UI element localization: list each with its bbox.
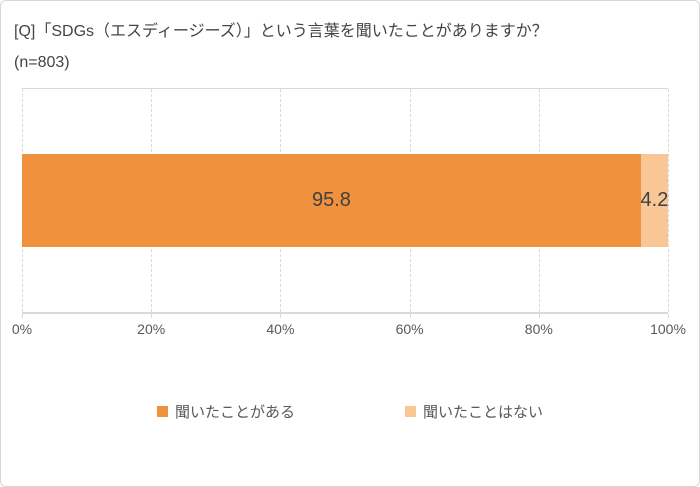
legend-swatch-heard-icon bbox=[156, 406, 168, 417]
legend-label-heard: 聞いたことがある bbox=[174, 404, 295, 421]
legend-item-not-heard: 聞いたことはない bbox=[405, 401, 543, 422]
bar-segment-not-heard bbox=[640, 154, 668, 247]
axis-tick bbox=[668, 314, 669, 318]
x-tick-label: 100% bbox=[650, 321, 686, 337]
legend: 聞いたことがある 聞いたことはない bbox=[1, 401, 699, 422]
stacked-bar bbox=[22, 154, 668, 247]
x-tick-label: 60% bbox=[395, 321, 424, 337]
axis-tick bbox=[409, 314, 411, 318]
x-tick-label: 40% bbox=[266, 321, 295, 337]
legend-swatch-not-heard-icon bbox=[405, 406, 416, 417]
legend-item-heard: 聞いたことがある bbox=[156, 401, 295, 422]
axis-tick bbox=[280, 314, 282, 318]
x-axis: 0% 20% 40% 60% 80% 100% bbox=[12, 321, 686, 339]
bar-value-label-not-heard: 4.2 bbox=[640, 189, 669, 211]
x-tick-label: 20% bbox=[137, 321, 166, 337]
x-tick-label: 0% bbox=[11, 321, 33, 337]
axis-tick bbox=[151, 314, 153, 318]
bar-segment-heard bbox=[22, 154, 641, 247]
bar-value-label-heard: 95.8 bbox=[311, 189, 351, 211]
legend-label-not-heard: 聞いたことはない bbox=[423, 404, 544, 421]
axis-tick bbox=[22, 314, 23, 318]
plot-area: 95.8 4.2 bbox=[22, 88, 669, 318]
x-tick-label: 80% bbox=[524, 321, 553, 337]
axis-tick bbox=[538, 314, 540, 318]
chart-title: [Q]「SDGs（エスディージーズ）」という言葉を聞いたことがありますか？ bbox=[14, 23, 548, 40]
gridline-100 bbox=[668, 89, 669, 312]
chart-sample-size: (n=803) bbox=[14, 54, 70, 71]
